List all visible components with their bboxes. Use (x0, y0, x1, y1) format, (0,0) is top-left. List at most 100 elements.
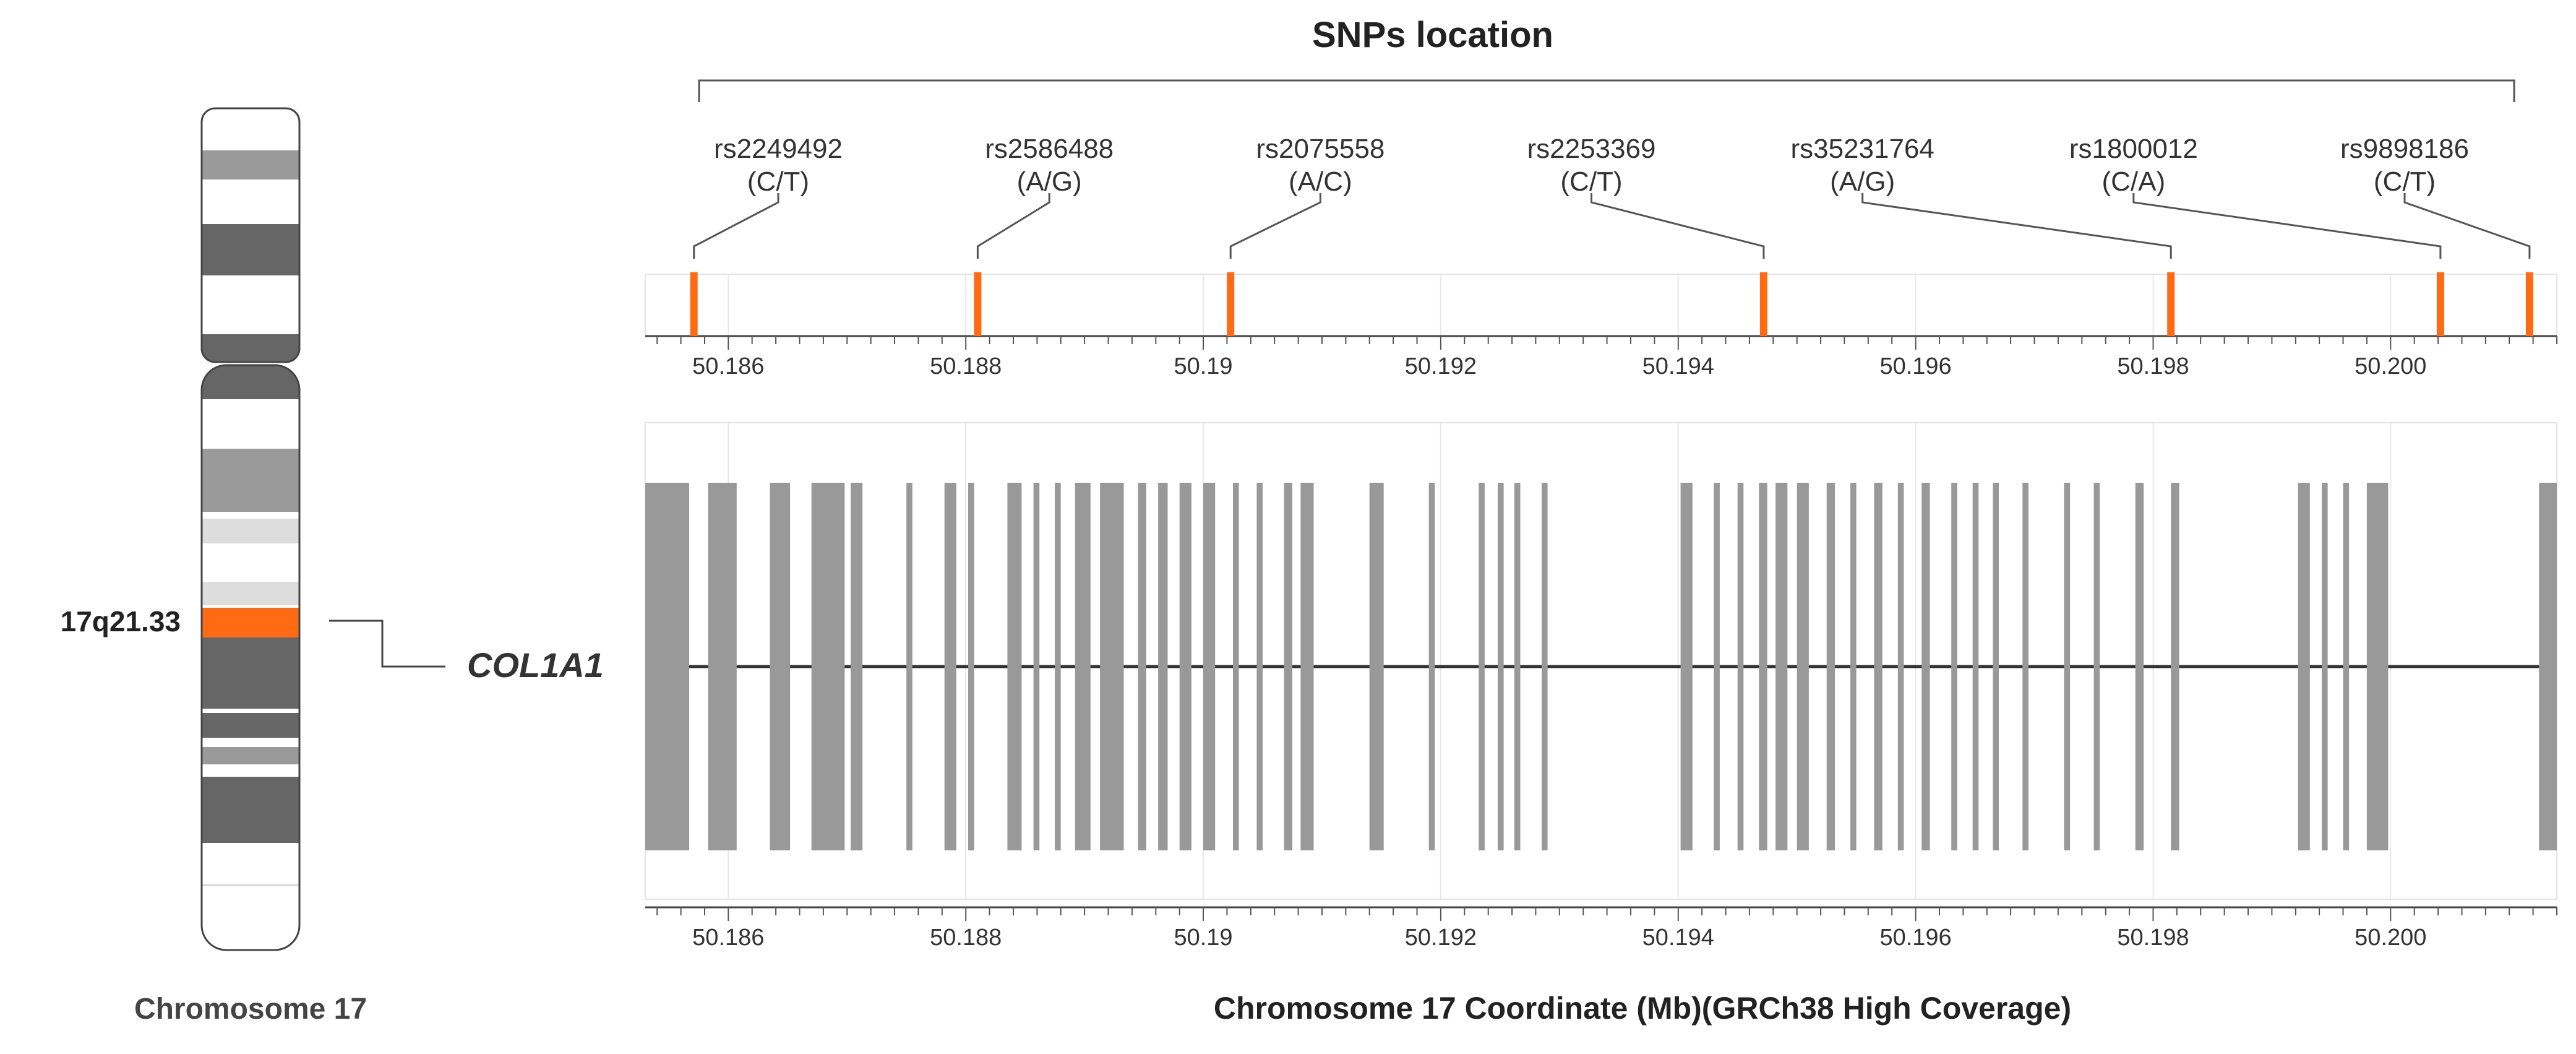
chromosome-ideogram: 17q21.33 COL1A1 Chromosome 17 (61, 107, 604, 1026)
exon (2322, 483, 2328, 850)
tick-label: 50.186 (692, 353, 764, 379)
exon (1055, 483, 1061, 850)
exon (1542, 483, 1548, 850)
tick-label: 50.192 (1405, 353, 1477, 379)
snp-id-label: rs2249492 (714, 134, 843, 164)
exon (1369, 483, 1384, 850)
exon (1033, 483, 1040, 850)
band-label: 17q21.33 (61, 605, 181, 637)
band (202, 449, 299, 512)
exon (2064, 483, 2071, 850)
band (202, 713, 299, 738)
chromosome-p-arm (202, 108, 299, 362)
snp-mark (1759, 272, 1767, 336)
exon (1972, 483, 1979, 850)
tick-label: 50.198 (2117, 925, 2189, 951)
band (202, 582, 299, 605)
snp-leader-line (2132, 193, 2442, 259)
tick-label: 50.196 (1879, 353, 1951, 379)
snp-mark (1227, 272, 1235, 336)
snp-allele-label: (A/G) (1017, 166, 1082, 197)
chromosome-q-arm (202, 365, 299, 950)
gene-panel-frame (645, 422, 2557, 900)
tick-label: 50.200 (2355, 925, 2426, 951)
exon (1850, 483, 1857, 850)
snp-allele-label: (C/T) (2374, 166, 2436, 197)
title-bracket (698, 79, 2515, 102)
exon (1951, 483, 1957, 850)
snp-allele-label: (C/T) (747, 166, 809, 197)
exon (1075, 483, 1091, 850)
snp-id-label: rs1800012 (2069, 134, 2198, 164)
exon (1179, 483, 1191, 850)
exon (1007, 483, 1022, 850)
exon (2022, 483, 2029, 850)
snp-mark (2436, 272, 2444, 336)
exon (944, 483, 956, 850)
snp-marks (690, 272, 2533, 336)
exon (2298, 483, 2310, 850)
exon (1797, 483, 1809, 850)
snp-leader-line (1861, 193, 2172, 259)
chromosome-label: Chromosome 17 (134, 993, 367, 1026)
snp-labels: rs2249492(C/T)rs2586488(A/G)rs2075558(A/… (693, 134, 2531, 259)
band (202, 777, 299, 805)
gene-connector-line (329, 620, 445, 668)
exon (906, 483, 912, 850)
exon (1897, 483, 1904, 850)
exon (1680, 483, 1693, 850)
exon (1993, 483, 1999, 850)
exon (1514, 483, 1521, 850)
snp-leader-line (1229, 193, 1321, 259)
exon (2135, 483, 2144, 850)
tick-label: 50.194 (1642, 925, 1714, 951)
tick-label: 50.19 (1174, 925, 1232, 951)
snp-allele-label: (A/C) (1289, 166, 1352, 197)
exon (2539, 483, 2557, 850)
band (202, 519, 299, 543)
snp-allele-label: (A/G) (1830, 166, 1895, 197)
tick-label: 50.192 (1405, 925, 1477, 951)
exon (1158, 483, 1168, 850)
tick-label: 50.186 (692, 925, 764, 951)
tick-label: 50.198 (2117, 353, 2189, 379)
exon (1203, 483, 1216, 850)
p-arm-outline (200, 107, 301, 363)
exon (1775, 483, 1788, 850)
exon (1479, 483, 1485, 850)
exon (2171, 483, 2179, 850)
exon (2343, 483, 2350, 850)
exon (1921, 483, 1930, 850)
snp-leader-line (2403, 193, 2531, 259)
exon (770, 483, 791, 850)
tick-label: 50.188 (930, 925, 1002, 951)
snp-mark (974, 272, 982, 336)
snp-leader-line (976, 193, 1050, 259)
gene-panel-ticks: 50.186 50.188 50.19 50.192 50.194 50.196 50.19… (656, 907, 2557, 951)
exon (1759, 483, 1767, 850)
snp-leader-line (1591, 193, 1765, 259)
exon (2093, 483, 2100, 850)
exon (1256, 483, 1263, 850)
band (202, 805, 299, 843)
snp-panel-ticks: 50.186 50.188 50.19 50.192 50.194 50.196 50.19… (656, 336, 2557, 379)
snp-id-label: rs2075558 (1256, 134, 1385, 164)
band (202, 747, 299, 764)
band (202, 637, 299, 709)
snp-mark (690, 272, 698, 336)
exon (1714, 483, 1720, 850)
exon (968, 483, 974, 850)
snp-leader-line (693, 193, 779, 259)
exon (1826, 483, 1835, 850)
snp-id-label: rs2586488 (985, 134, 1114, 164)
exon (811, 483, 845, 850)
snp-id-label: rs35231764 (1790, 134, 1934, 164)
exon (1100, 483, 1124, 850)
band (202, 334, 299, 362)
exon (1428, 483, 1435, 850)
gene-label: COL1A1 (467, 646, 604, 685)
snp-id-label: rs9898186 (2340, 134, 2469, 164)
band-17q21-33-highlight (202, 608, 299, 637)
x-axis-label: Chromosome 17 Coordinate (Mb)(GRCh38 Hig… (1214, 991, 2071, 1026)
q-arm-outline (200, 364, 301, 951)
